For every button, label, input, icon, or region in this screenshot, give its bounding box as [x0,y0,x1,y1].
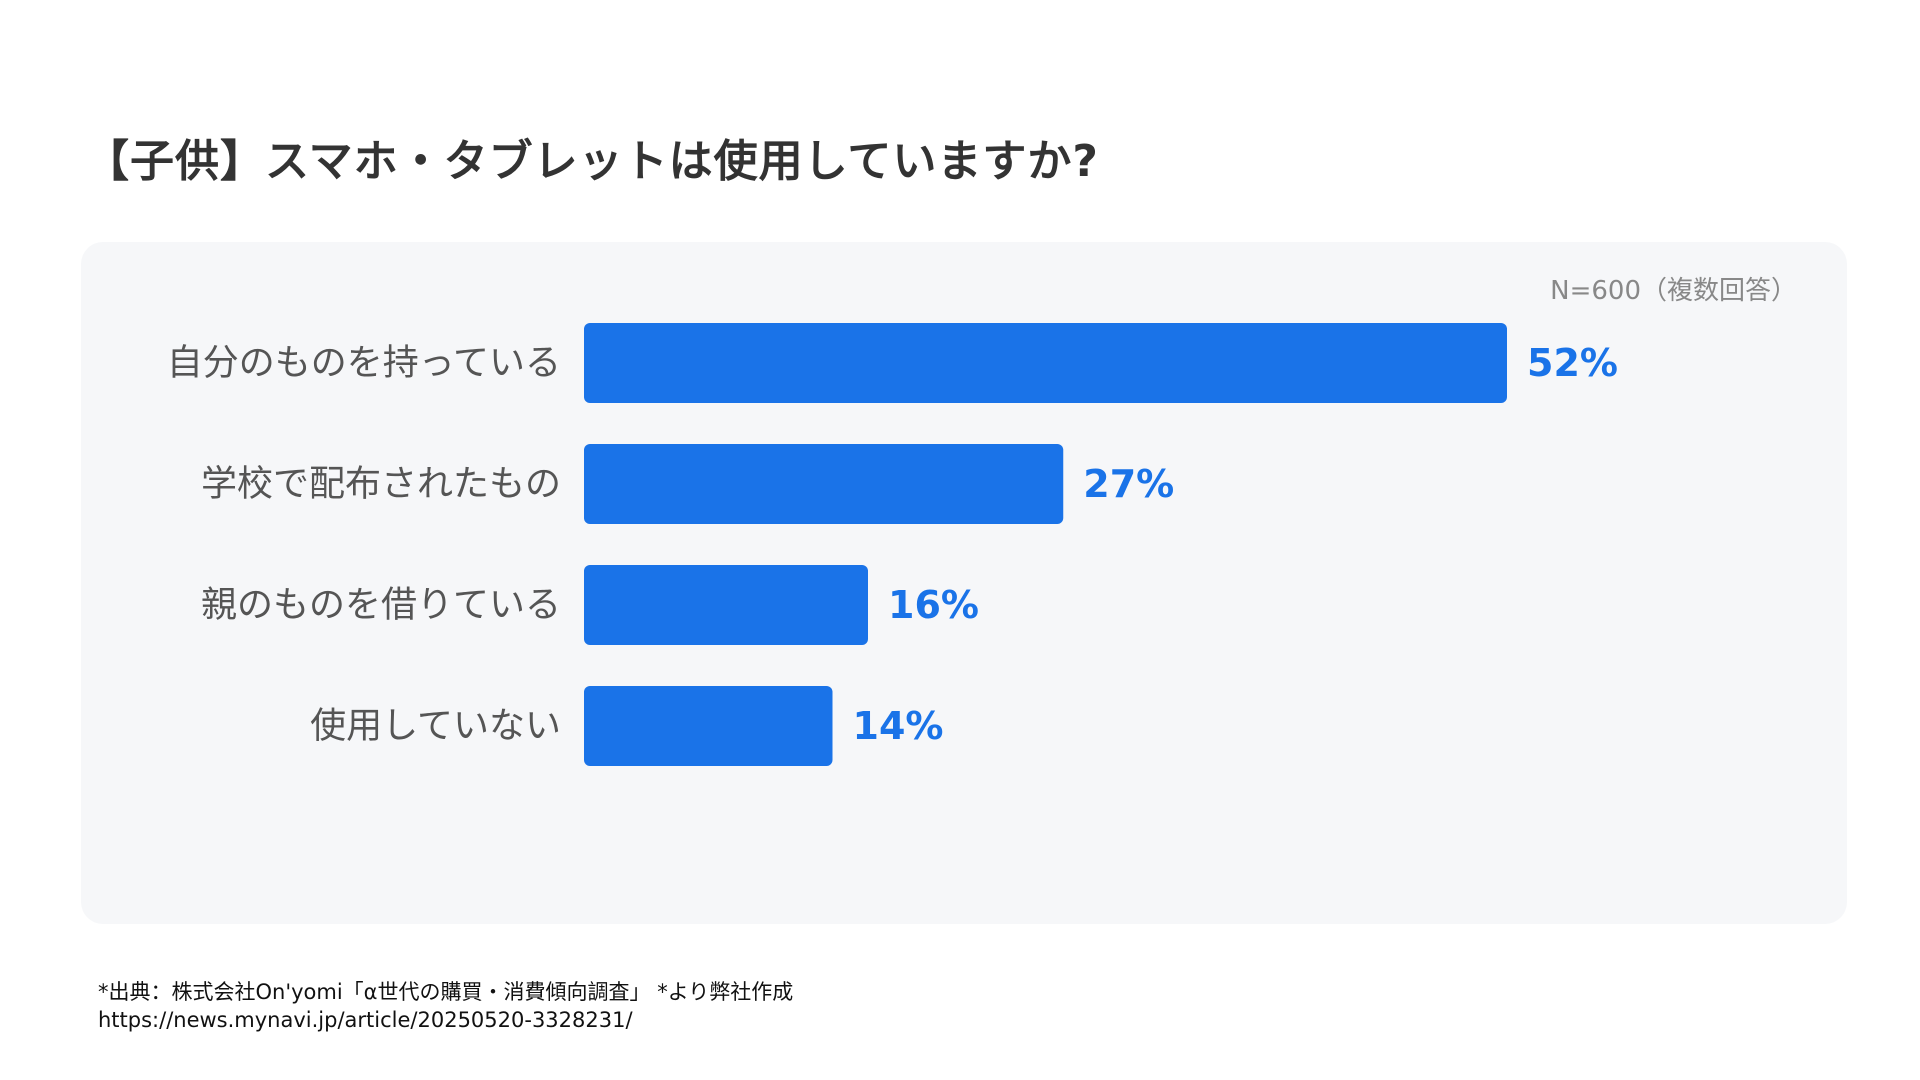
source-text: *出典：株式会社On'yomi「α世代の購買・消費傾向調査」 *より弊社作成 [98,980,794,1004]
bars-layer: 自分のものを持っている 52% 学校で配布されたもの 27% 親のものを借りている 16%… [167,323,1618,766]
chart-title: 【子供】スマホ・タブレットは使用していますか? [85,136,1099,187]
bar [584,444,1064,524]
source-citation: *出典：株式会社On'yomi「α世代の購買・消費傾向調査」 *より弊社作成 h… [98,978,793,1034]
bar [584,686,833,766]
value-label: 16% [888,583,979,627]
bar-chart: 自分のものを持っている 52% 学校で配布されたもの 27% 親のものを借りている 16%… [167,323,1618,766]
bar [584,565,868,645]
value-label: 52% [1527,341,1618,385]
sample-size-note: N=600（複数回答） [1550,276,1797,306]
category-label: 使用していない [310,706,561,747]
chart-panel: N=600（複数回答） 自分のものを持っている 52% 学校で配布されたもの 27% 親… [81,242,1847,924]
category-label: 自分のものを持っている [167,343,561,384]
category-label: 学校で配布されたもの [201,464,561,505]
category-label: 親のものを借りている [201,585,561,626]
value-label: 14% [853,704,944,748]
bar [584,323,1507,403]
value-label: 27% [1083,462,1174,506]
source-url: https://news.mynavi.jp/article/20250520-… [98,1008,633,1032]
